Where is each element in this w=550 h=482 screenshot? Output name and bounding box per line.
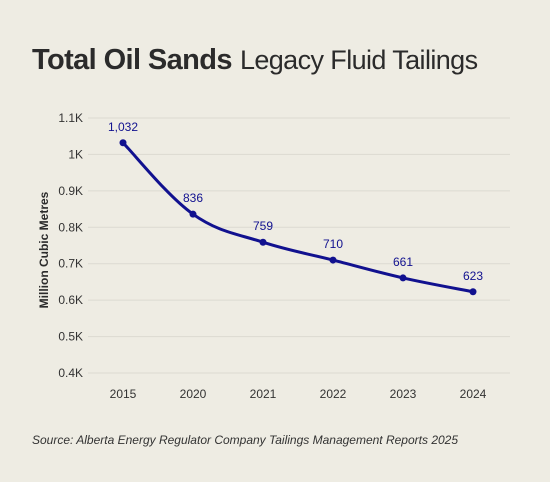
- y-tick-label: 1K: [68, 147, 83, 161]
- data-point: [399, 274, 407, 282]
- series-line: [121, 141, 475, 294]
- title-light: Legacy Fluid Tailings: [239, 45, 478, 75]
- x-tick-label: 2024: [460, 387, 487, 401]
- y-tick-label: 1.1K: [58, 111, 83, 125]
- y-tick-label: 0.7K: [58, 257, 83, 271]
- x-tick-label: 2020: [180, 387, 207, 401]
- data-points: [119, 139, 477, 296]
- data-point: [259, 238, 267, 246]
- data-label: 623: [463, 269, 483, 283]
- source-note: Source: Alberta Energy Regulator Company…: [32, 433, 459, 447]
- data-point: [189, 210, 197, 218]
- y-axis-ticks: 0.4K 0.5K 0.6K 0.7K 0.8K 0.9K 1K 1.1K: [58, 111, 83, 380]
- data-point: [119, 139, 127, 147]
- data-label: 759: [253, 219, 273, 233]
- x-axis-ticks: 2015 2020 2021 2022 2023 2024: [110, 387, 487, 401]
- data-label: 836: [183, 191, 203, 205]
- data-point: [329, 256, 337, 264]
- gridlines: [88, 117, 510, 374]
- y-tick-label: 0.6K: [58, 293, 83, 307]
- x-tick-label: 2021: [250, 387, 277, 401]
- data-label: 710: [323, 237, 343, 251]
- data-label: 661: [393, 255, 413, 269]
- y-tick-label: 0.4K: [58, 366, 83, 380]
- data-label: 1,032: [108, 120, 138, 134]
- x-tick-label: 2023: [390, 387, 417, 401]
- data-point: [469, 288, 477, 296]
- x-tick-label: 2015: [110, 387, 137, 401]
- title-bold: Total Oil Sands: [32, 44, 233, 76]
- chart-title: Total Oil Sands Legacy Fluid Tailings: [32, 44, 478, 77]
- y-tick-label: 0.9K: [58, 184, 83, 198]
- y-tick-label: 0.5K: [58, 330, 83, 344]
- y-axis-label: Million Cubic Metres: [37, 191, 51, 308]
- x-tick-label: 2022: [320, 387, 347, 401]
- y-tick-label: 0.8K: [58, 220, 83, 234]
- data-labels: 1,032 836 759 710 661 623: [108, 120, 483, 283]
